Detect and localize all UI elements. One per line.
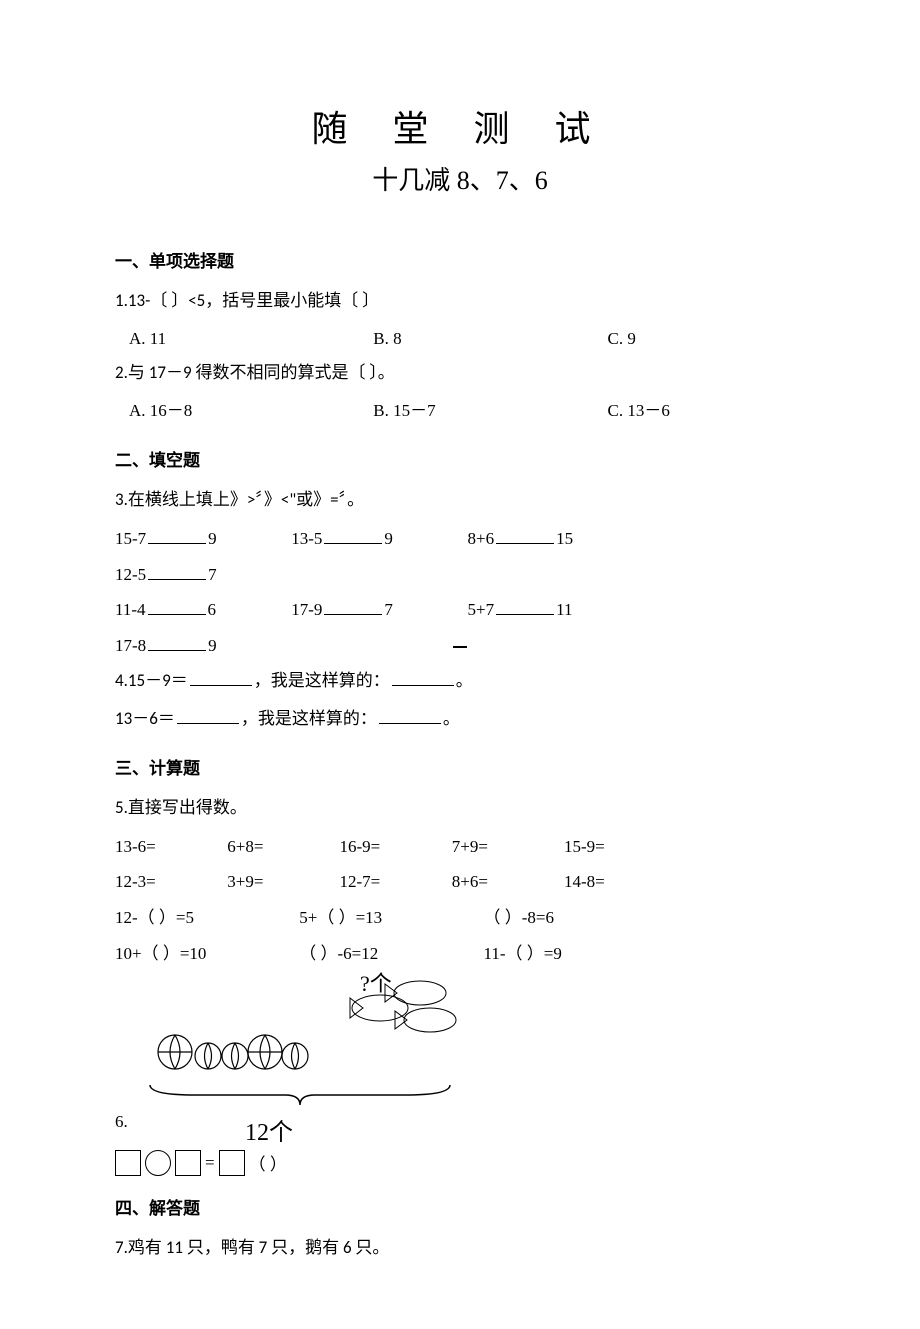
section-1-heading: 一、单项选择题 [115,247,805,272]
sub-title: 十几减 8、7、6 [115,160,805,197]
question-2-options: A. 16－8 B. 15－7 C. 13－6 [115,394,805,428]
q5-row4: 10+（ ）=10 （ ）-6=12 11-（ ）=9 [115,936,805,972]
blank [496,600,554,615]
q6-equation: = （ ） [115,1150,805,1176]
q3-r2c2-l: 17-9 [291,600,322,619]
box-icon [219,1150,245,1176]
blank [148,600,206,615]
q6-count-label: 12个 [245,1112,293,1147]
q3-r1c1-r: 9 [208,529,217,548]
q5-r3c2: 5+（ ）=13 [299,900,479,936]
equals-sign: = [205,1153,215,1173]
q5-row3: 12-（ ）=5 5+（ ）=13 （ ）-8=6 [115,900,805,936]
q3-r1c1-l: 15-7 [115,529,146,548]
q3-r2c1-l: 11-4 [115,600,146,619]
main-title: 随 堂 测 试 [115,100,805,152]
question-4-line1: 4.15－9＝ ，我是这样算的： 。 [115,664,805,698]
q3-r2c4-r: 9 [208,636,217,655]
blank [190,671,252,686]
q5-row2: 12-3= 3+9= 12-7= 8+6= 14-8= [115,864,805,900]
q4-l2b: ，我是这样算的： [241,708,377,729]
q3-r1c2-l: 13-5 [291,529,322,548]
question-6-figure: ?个 [115,974,805,1144]
q2-option-a: A. 16－8 [129,394,369,428]
q5-r3c1: 12-（ ）=5 [115,900,295,936]
q5-r1c2: 6+8= [227,829,335,865]
q1-option-c: C. 9 [608,322,748,356]
brace-icon [145,1080,455,1115]
q5-r4c3: 11-（ ）=9 [484,936,664,972]
blank [324,600,382,615]
blank [324,529,382,544]
q3-r2c1-r: 6 [208,600,217,619]
blank [392,671,454,686]
q1-option-b: B. 8 [373,322,603,356]
q5-r2c1: 12-3= [115,864,223,900]
section-4-heading: 四、解答题 [115,1194,805,1219]
ball-icon-group [155,1030,315,1079]
blank [379,709,441,724]
circle-icon [145,1150,171,1176]
q3-r2c3-l: 5+7 [468,600,495,619]
q5-row1: 13-6= 6+8= 16-9= 7+9= 15-9= [115,829,805,865]
q5-r2c4: 8+6= [452,864,560,900]
q3-r2c2-r: 7 [384,600,393,619]
q2-option-c: C. 13－6 [608,394,748,428]
q4-l2a: 13－6＝ [115,708,175,729]
q5-r2c3: 12-7= [340,864,448,900]
question-3: 3.在横线上填上》>〞》<"或》=〞。 [115,483,805,517]
blank [148,529,206,544]
q4-l2c: 。 [443,708,460,729]
blank [496,529,554,544]
center-marker-icon [453,646,467,648]
q6-number: 6. [115,1112,128,1132]
q5-r1c1: 13-6= [115,829,223,865]
q3-r1c4-l: 12-5 [115,565,146,584]
box-icon [115,1150,141,1176]
q3-r2c3-r: 11 [556,600,572,619]
q4-l1b: ，我是这样算的： [254,670,390,691]
q3-r1c2-r: 9 [384,529,393,548]
q6-paren: （ ） [249,1150,287,1175]
question-2: 2.与 17－9 得数不相同的算式是〔 〕。 [115,356,805,390]
q3-row-1: 15-7 9 13-5 9 8+6 15 12-5 7 [115,521,805,592]
q4-l1c: 。 [456,670,473,691]
q3-row-2: 11-4 6 17-9 7 5+7 11 17-8 9 [115,592,805,663]
q3-r1c4-r: 7 [208,565,217,584]
section-3-heading: 三、计算题 [115,754,805,779]
box-icon [175,1150,201,1176]
fish-icon-group [345,968,465,1043]
q5-r2c5: 14-8= [564,864,672,900]
q5-r1c5: 15-9= [564,829,672,865]
question-1-options: A. 11 B. 8 C. 9 [115,322,805,356]
blank [148,565,206,580]
section-2-heading: 二、填空题 [115,446,805,471]
q4-l1a: 4.15－9＝ [115,670,188,691]
q2-option-b: B. 15－7 [373,394,603,428]
q3-r2c4-l: 17-8 [115,636,146,655]
blank [148,636,206,651]
question-4-line2: 13－6＝ ，我是这样算的： 。 [115,702,805,736]
q5-r1c3: 16-9= [340,829,448,865]
question-1: 1.13-〔 〕<5，括号里最小能填〔 〕 [115,284,805,318]
q5-r2c2: 3+9= [227,864,335,900]
q5-r4c1: 10+（ ）=10 [115,936,295,972]
q3-r1c3-r: 15 [556,529,573,548]
q5-r3c3: （ ）-8=6 [484,900,664,936]
blank [177,709,239,724]
q3-r1c3-l: 8+6 [468,529,495,548]
q1-option-a: A. 11 [129,322,369,356]
question-7: 7.鸡有 11 只，鸭有 7 只，鹅有 6 只。 [115,1231,805,1265]
q5-r1c4: 7+9= [452,829,560,865]
question-5: 5.直接写出得数。 [115,791,805,825]
